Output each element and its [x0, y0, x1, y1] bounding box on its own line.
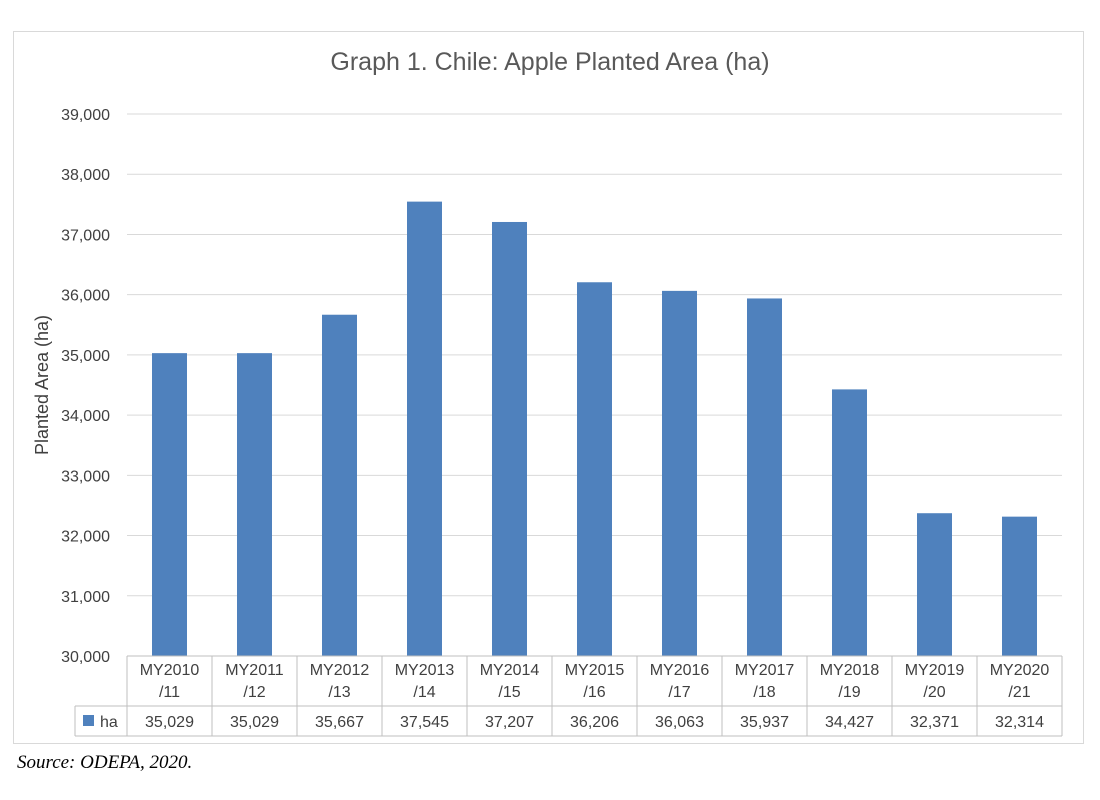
data-label: 32,371 — [910, 714, 959, 731]
source-note: Source: ODEPA, 2020. — [17, 752, 193, 773]
category-label: MY2017 — [735, 662, 795, 679]
bar — [492, 221, 527, 656]
data-label: 34,427 — [825, 714, 874, 731]
category-label: MY2020 — [990, 662, 1050, 679]
category-label: /11 — [159, 684, 180, 701]
category-label: /12 — [243, 684, 265, 701]
category-label: /21 — [1008, 684, 1030, 701]
legend-key — [83, 715, 94, 726]
data-table: MY2010/11 MY2011/12 MY2012/13 MY2013/14 MY20… — [74, 655, 1063, 737]
y-tick-label: 39,000 — [61, 107, 110, 124]
data-label: 37,207 — [485, 714, 534, 731]
category-label: MY2013 — [395, 662, 455, 679]
bar — [832, 389, 867, 656]
y-tick-label: 35,000 — [61, 348, 110, 365]
data-label: 35,029 — [230, 714, 279, 731]
bar — [747, 298, 782, 656]
bars — [152, 201, 1037, 656]
category-label: MY2011 — [225, 662, 284, 679]
bar — [662, 290, 697, 656]
category-label: /19 — [838, 684, 860, 701]
data-label: 37,545 — [400, 714, 449, 731]
bar — [152, 353, 187, 656]
category-label: /14 — [413, 684, 435, 701]
y-tick-label: 31,000 — [61, 589, 110, 606]
y-tick-label: 34,000 — [61, 408, 110, 425]
chart-frame — [13, 31, 1084, 744]
chart-title: Graph 1. Chile: Apple Planted Area (ha) — [330, 48, 769, 76]
category-label: MY2018 — [820, 662, 880, 679]
bar — [407, 201, 442, 656]
category-label: MY2010 — [140, 662, 200, 679]
category-label: /16 — [583, 684, 605, 701]
y-tick-label: 36,000 — [61, 288, 110, 305]
data-label: 36,206 — [570, 714, 619, 731]
y-axis-title: Planted Area (ha) — [32, 315, 52, 455]
y-tick-label: 30,000 — [61, 649, 110, 666]
data-label: 35,029 — [145, 714, 194, 731]
data-label: 35,937 — [740, 714, 789, 731]
category-label: /18 — [753, 684, 775, 701]
category-label: /17 — [668, 684, 690, 701]
bar — [1002, 516, 1037, 656]
bar — [917, 513, 952, 656]
category-label: /20 — [923, 684, 945, 701]
category-label: MY2015 — [565, 662, 625, 679]
y-tick-label: 38,000 — [61, 167, 110, 184]
category-label: /15 — [498, 684, 520, 701]
data-label: 32,314 — [995, 714, 1044, 731]
bar — [577, 282, 612, 656]
bar — [237, 353, 272, 656]
y-axis-ticks: 30,000 31,000 32,000 33,000 34,000 35,000 36,0… — [61, 107, 110, 666]
category-label: /13 — [328, 684, 350, 701]
y-tick-label: 37,000 — [61, 227, 110, 244]
data-label: 35,667 — [315, 714, 364, 731]
y-tick-label: 33,000 — [61, 468, 110, 485]
data-label: 36,063 — [655, 714, 704, 731]
category-label: MY2014 — [480, 662, 540, 679]
category-label: MY2019 — [905, 662, 965, 679]
bar — [322, 314, 357, 656]
y-tick-label: 32,000 — [61, 529, 110, 546]
category-label: MY2016 — [650, 662, 710, 679]
legend-label: ha — [100, 714, 118, 731]
category-label: MY2012 — [310, 662, 370, 679]
